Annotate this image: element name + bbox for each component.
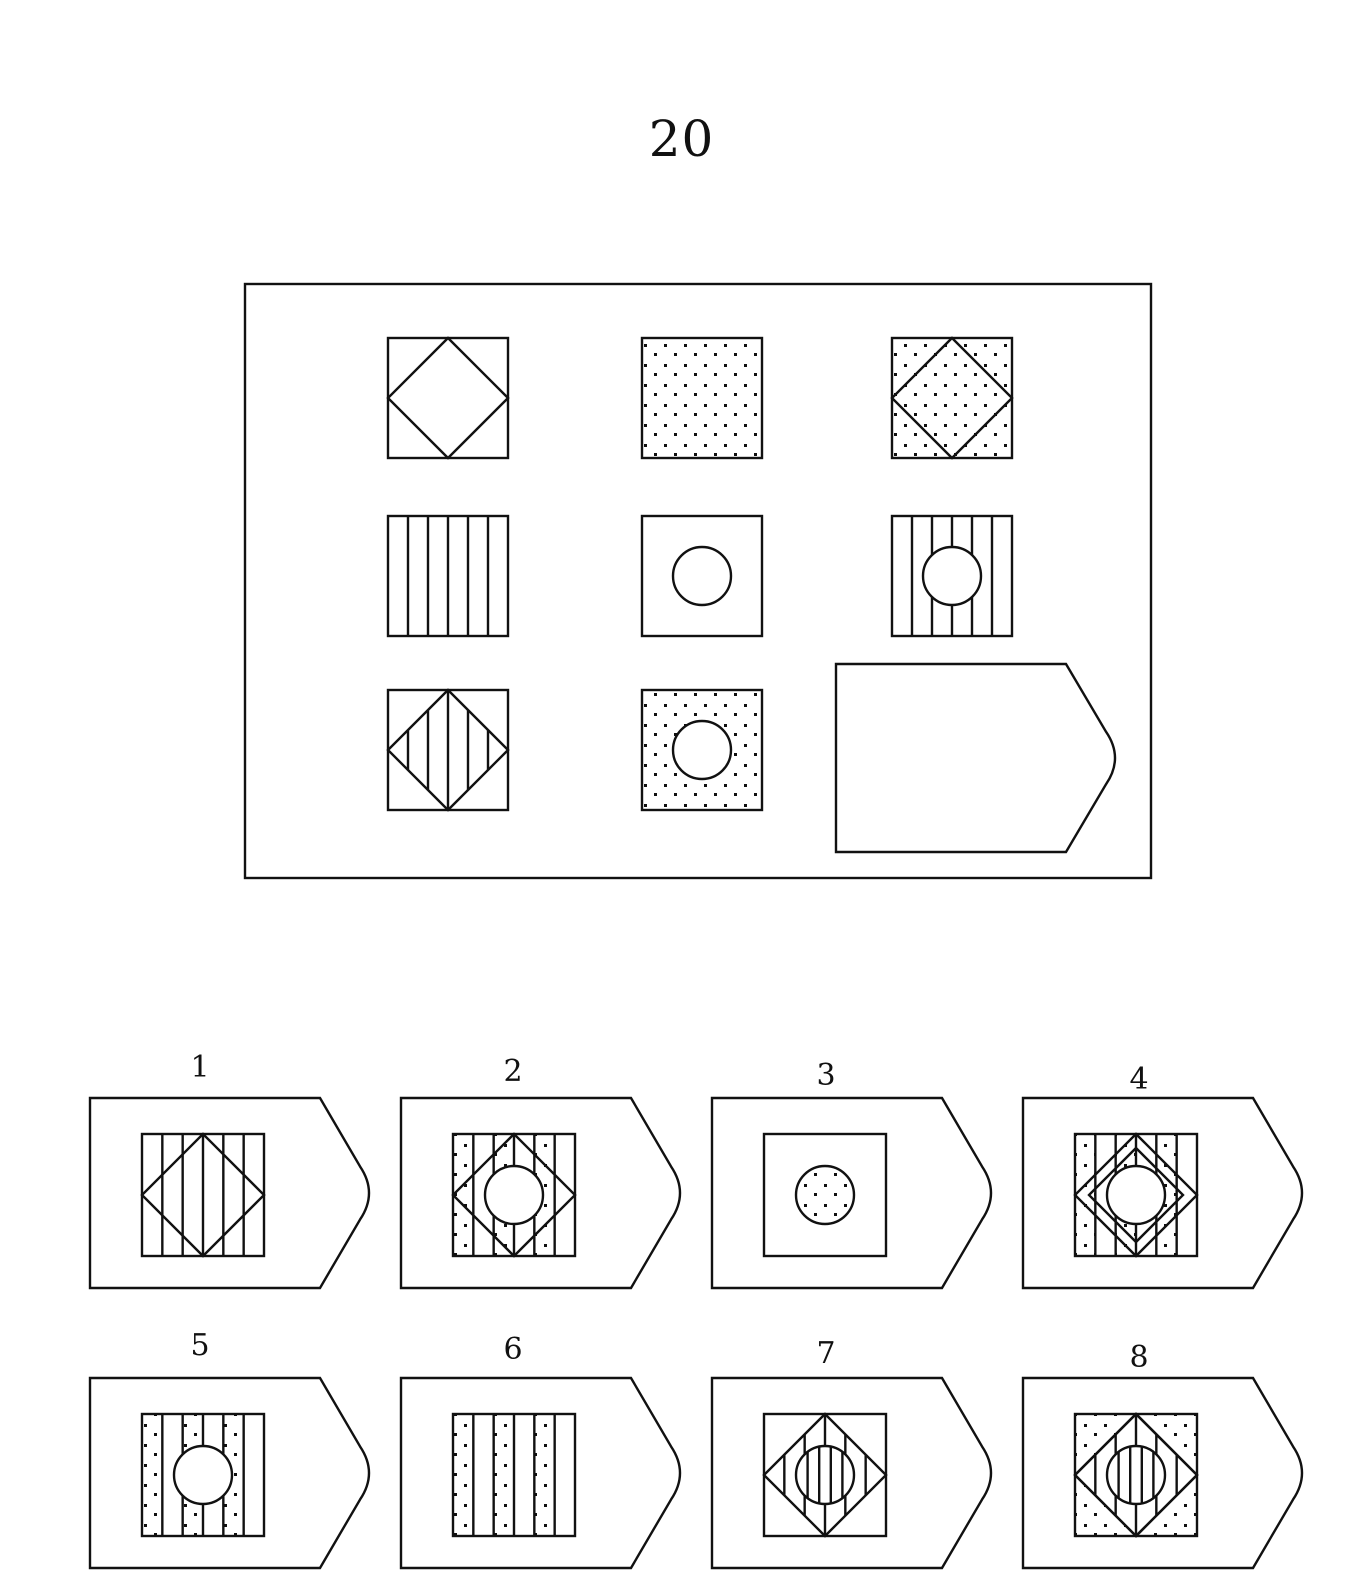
option-label-3: 3: [816, 1058, 836, 1093]
option-card: [399, 1376, 682, 1570]
circle: [671, 719, 733, 781]
option-card: [710, 1096, 993, 1290]
dotted-band: [223, 1414, 244, 1536]
square-frame: [762, 1132, 888, 1258]
option-1: [88, 1096, 371, 1290]
option-5: [88, 1376, 371, 1570]
option-card: [399, 1096, 682, 1290]
circle: [172, 1444, 234, 1506]
matrix-cell-r3c1: [386, 688, 510, 812]
square-frame: [640, 514, 764, 638]
answer-options: [88, 1096, 1304, 1570]
option-8: [1021, 1376, 1304, 1570]
option-card: [710, 1376, 993, 1570]
option-2: [399, 1096, 682, 1290]
matrix-cell-r3c2: [640, 688, 764, 812]
option-label-5: 5: [190, 1328, 210, 1363]
option-card: [88, 1096, 371, 1290]
matrix-frame: [243, 282, 1153, 880]
matrix-cell-r2c3: [890, 514, 1014, 638]
matrix-cell-r1c1: [386, 336, 510, 460]
dotted-band: [453, 1414, 474, 1536]
circle: [671, 545, 733, 607]
vertical-stripes: [406, 690, 490, 810]
square-frame: [140, 1412, 266, 1538]
dotted-band: [534, 1134, 555, 1256]
matrix-cell-r2c2: [640, 514, 764, 638]
dotted-band: [453, 1134, 474, 1256]
diamond: [451, 1132, 577, 1258]
diamond: [1073, 1132, 1199, 1258]
vertical-stripes: [406, 516, 490, 636]
dotted-band: [142, 1414, 163, 1536]
matrix-cell-r1c3: [890, 336, 1014, 460]
option-card: [1021, 1096, 1304, 1290]
dotted-band: [534, 1414, 555, 1536]
square-frame: [890, 336, 1014, 460]
vertical-stripes: [1117, 1446, 1155, 1504]
diamond: [762, 1412, 888, 1538]
dotted-band: [1156, 1134, 1177, 1256]
option-7: [710, 1376, 993, 1570]
dotted-band: [493, 1414, 514, 1536]
option-card: [1021, 1376, 1304, 1570]
matrix: [243, 282, 1153, 880]
matrix-cell-r1c2: [640, 336, 764, 460]
option-label-6: 6: [503, 1332, 523, 1367]
square-frame: [386, 336, 510, 460]
option-label-4: 4: [1129, 1062, 1149, 1097]
circle: [921, 545, 983, 607]
circle: [1105, 1164, 1167, 1226]
square-frame: [640, 336, 764, 460]
matrix-cell-r2c1: [386, 514, 510, 638]
vertical-stripes: [910, 516, 994, 636]
circle: [483, 1164, 545, 1226]
vertical-stripes: [806, 1446, 844, 1504]
circle: [794, 1444, 856, 1506]
square-frame: [451, 1412, 577, 1538]
option-6: [399, 1376, 682, 1570]
diamond: [386, 688, 510, 812]
diamond: [890, 336, 1014, 460]
page-number: 20: [648, 110, 715, 168]
diamond: [140, 1132, 266, 1258]
option-label-7: 7: [816, 1336, 836, 1371]
diamond: [1073, 1412, 1199, 1538]
option-label-2: 2: [503, 1054, 523, 1089]
circle: [1105, 1444, 1167, 1506]
option-label-1: 1: [190, 1050, 210, 1085]
option-label-8: 8: [1129, 1340, 1149, 1375]
circle: [794, 1164, 856, 1226]
vertical-stripes: [472, 1414, 556, 1536]
option-4: [1021, 1096, 1304, 1290]
option-3: [710, 1096, 993, 1290]
diamond: [386, 336, 510, 460]
vertical-stripes: [161, 1134, 245, 1256]
answer-slot: [834, 662, 1117, 854]
option-card: [88, 1376, 371, 1570]
matrix-cell-r3c3: [834, 662, 1117, 854]
diamond: [1087, 1146, 1185, 1244]
dotted-band: [1075, 1134, 1096, 1256]
